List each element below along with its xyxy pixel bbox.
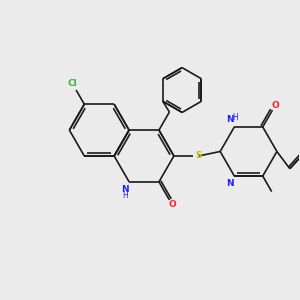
Text: N: N xyxy=(226,115,234,124)
Text: Cl: Cl xyxy=(68,79,77,88)
Text: H: H xyxy=(233,113,239,122)
Text: N: N xyxy=(121,184,129,194)
Text: S: S xyxy=(195,152,202,160)
Text: H: H xyxy=(122,191,128,200)
Text: N: N xyxy=(226,179,234,188)
Text: O: O xyxy=(271,101,279,110)
Text: O: O xyxy=(168,200,176,209)
